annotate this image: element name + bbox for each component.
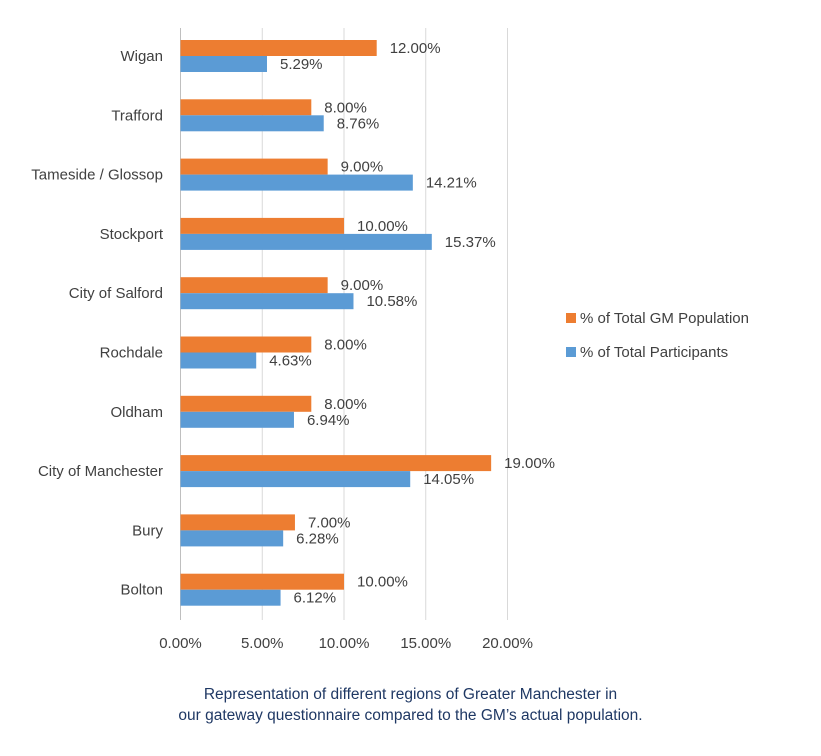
category-label: Oldham xyxy=(110,404,163,421)
bar-gm-population xyxy=(180,395,312,412)
bar-gm-population xyxy=(180,99,312,116)
data-label: 14.21% xyxy=(426,175,477,192)
chart-caption: Representation of different regions of G… xyxy=(0,684,821,726)
data-label: 5.29% xyxy=(280,56,323,73)
data-label: 8.00% xyxy=(324,396,367,413)
bar-gm-population xyxy=(180,40,377,56)
data-label: 14.05% xyxy=(423,471,474,488)
data-label: 8.00% xyxy=(324,99,367,116)
bars xyxy=(180,40,492,606)
bar-gm-population xyxy=(180,455,492,472)
data-label: 10.00% xyxy=(357,218,408,235)
bar-gm-population xyxy=(180,277,328,294)
category-label: City of Salford xyxy=(69,285,163,302)
data-label: 8.76% xyxy=(337,115,380,132)
category-label: City of Manchester xyxy=(38,463,163,480)
data-label: 6.94% xyxy=(307,412,350,429)
data-label: 12.00% xyxy=(390,40,441,57)
legend-label: % of Total Participants xyxy=(580,344,728,361)
category-label: Bury xyxy=(132,522,163,539)
caption-line-1: Representation of different regions of G… xyxy=(203,686,618,703)
category-label: Bolton xyxy=(120,582,163,599)
category-label: Stockport xyxy=(100,226,164,243)
bar-gm-population xyxy=(180,514,295,531)
category-label: Rochdale xyxy=(100,345,163,362)
category-label: Trafford xyxy=(111,107,163,124)
bar-participants xyxy=(180,411,294,428)
bar-gm-population xyxy=(180,573,344,590)
data-label: 10.00% xyxy=(357,574,408,591)
category-label: Wigan xyxy=(120,48,163,65)
bar-participants xyxy=(180,115,324,132)
data-label: 19.00% xyxy=(504,455,555,472)
bar-participants xyxy=(180,293,354,310)
bar-participants xyxy=(180,530,284,547)
bar-participants xyxy=(180,174,413,191)
x-tick-label: 5.00% xyxy=(241,635,284,652)
x-tick-label: 15.00% xyxy=(400,635,451,652)
legend-swatch xyxy=(566,347,576,357)
x-tick-label: 20.00% xyxy=(482,635,533,652)
data-label: 8.00% xyxy=(324,337,367,354)
bar-gm-population xyxy=(180,217,344,234)
bar-participants xyxy=(180,56,267,72)
data-label: 7.00% xyxy=(308,514,351,531)
data-label: 6.28% xyxy=(296,530,339,547)
data-label: 6.12% xyxy=(294,590,337,607)
bar-participants xyxy=(180,233,432,250)
bar-participants xyxy=(180,589,281,606)
x-tick-label: 10.00% xyxy=(319,635,370,652)
bar-gm-population xyxy=(180,336,312,353)
data-label: 4.63% xyxy=(269,353,312,370)
bar-chart: Wigan Trafford Tameside / Glossop Stockport… xyxy=(31,28,749,652)
data-label: 10.58% xyxy=(366,293,417,310)
category-labels: Wigan Trafford Tameside / Glossop Stockport… xyxy=(31,48,164,599)
legend-swatch xyxy=(566,313,576,323)
data-label: 9.00% xyxy=(341,277,384,294)
category-label: Tameside / Glossop xyxy=(31,167,163,184)
x-tick-label: 0.00% xyxy=(159,635,202,652)
legend: % of Total GM Population % of Total Parti… xyxy=(566,310,749,361)
caption-line-2: our gateway questionnaire compared to th… xyxy=(178,707,643,724)
bar-gm-population xyxy=(180,158,328,175)
bar-participants xyxy=(180,471,411,488)
bar-participants xyxy=(180,352,257,369)
legend-label: % of Total GM Population xyxy=(580,310,749,327)
data-label: 9.00% xyxy=(341,159,384,176)
data-labels: 12.00%5.29%8.00%8.76%9.00%14.21%10.00%15… xyxy=(269,40,555,607)
data-label: 15.37% xyxy=(445,234,496,251)
x-tick-labels: 0.00% 5.00% 10.00% 15.00% 20.00% xyxy=(159,635,533,652)
